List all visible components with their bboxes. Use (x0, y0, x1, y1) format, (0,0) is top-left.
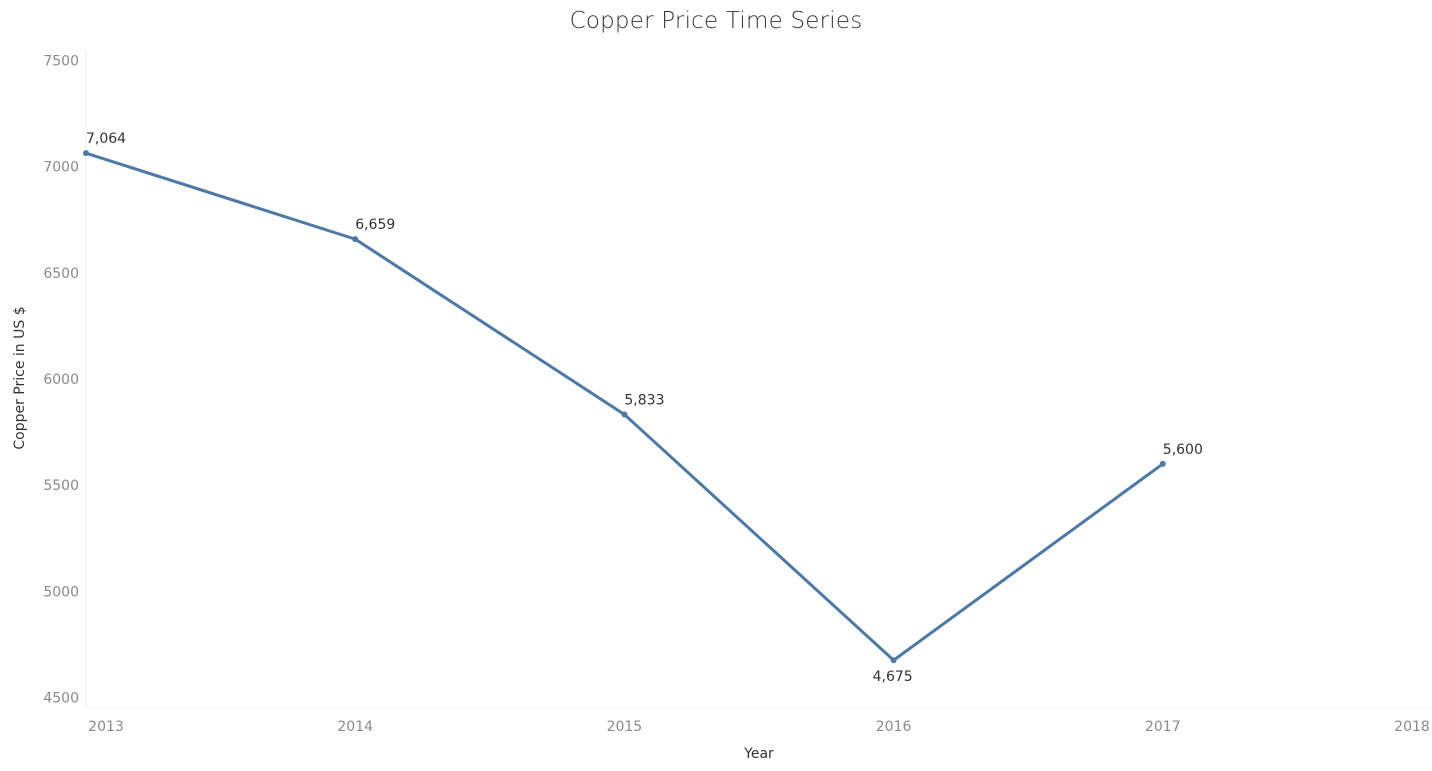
x-tick-label: 2017 (1145, 719, 1181, 735)
y-tick-label: 6500 (43, 266, 79, 282)
y-tick-label: 6000 (43, 372, 79, 388)
x-tick-label: 2013 (88, 719, 124, 735)
data-label: 5,833 (624, 392, 664, 408)
x-tick-label: 2016 (876, 719, 912, 735)
data-label: 7,064 (86, 131, 126, 147)
y-axis-ticks: 7500 7000 6500 6000 5500 5000 4500 (43, 54, 79, 707)
x-tick-label: 2014 (337, 719, 373, 735)
data-point[interactable] (890, 657, 897, 664)
y-tick-label: 7500 (43, 54, 79, 70)
series-group (83, 150, 1166, 664)
data-point[interactable] (352, 236, 359, 243)
y-tick-label: 5000 (43, 584, 79, 600)
data-label: 6,659 (355, 217, 395, 233)
y-tick-label: 4500 (43, 690, 79, 706)
x-tick-label: 2018 (1394, 719, 1430, 735)
data-label: 5,600 (1163, 442, 1203, 458)
data-point[interactable] (1159, 460, 1166, 467)
y-axis-title: Copper Price in US $ (12, 306, 28, 449)
y-tick-label: 7000 (43, 160, 79, 176)
data-labels: 7,064 6,659 5,833 4,675 5,600 (86, 131, 1203, 685)
x-axis-ticks: 2013 2014 2015 2016 2017 2018 (88, 719, 1430, 735)
data-point[interactable] (83, 150, 89, 157)
chart-title: Copper Price Time Series (569, 8, 863, 34)
x-axis-title: Year (743, 746, 774, 762)
y-tick-label: 5500 (43, 478, 79, 494)
data-point[interactable] (621, 411, 628, 418)
data-label: 4,675 (873, 669, 913, 685)
x-tick-label: 2015 (607, 719, 643, 735)
